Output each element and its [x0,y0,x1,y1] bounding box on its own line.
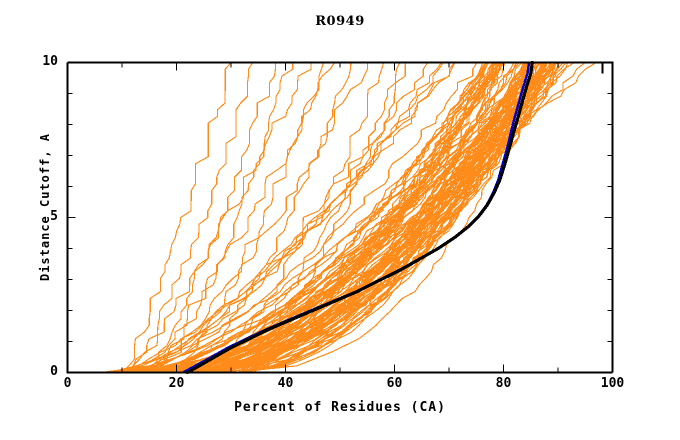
ensemble-curve [173,61,548,374]
chart-title: R0949 [315,14,365,29]
ensemble-curve [195,61,497,374]
ensemble-curve [132,61,254,374]
ensemble-curve [121,61,478,374]
ensemble-curve [233,61,541,374]
ensemble-curve [122,61,489,374]
x-tick-label-5: 100 [600,376,625,391]
ensemble-curve [186,61,385,374]
ensemble-curve [208,61,559,374]
ensemble-curve [198,61,555,374]
ensemble-curves [101,61,597,374]
ensemble-curve [123,61,498,374]
ensemble-curve [234,61,535,374]
ensemble-curve [234,61,558,374]
ensemble-curve [154,61,294,374]
series-black-best-model [185,60,534,375]
y-tick-label-1: 5 [50,208,58,224]
ensemble-curve [156,61,533,374]
ensemble-curve [208,61,406,374]
ensemble-curve [127,61,548,374]
axis-frame [66,61,614,374]
x-tick-label-1: 20 [168,376,185,391]
y-tick-label-2: 10 [42,53,58,69]
ensemble-curve [135,61,456,374]
x-tick-label-4: 80 [495,376,512,391]
x-tick-label-3: 60 [386,376,403,391]
x-axis-label: Percent of Residues (CA) [234,400,446,415]
ensemble-curve [142,61,442,374]
ensemble-curve [167,61,504,374]
ensemble-curve [252,61,586,374]
ensemble-curve [179,61,564,374]
ensemble-curve [115,61,429,374]
ensemble-curve [137,61,336,374]
x-tick-label-2: 40 [277,376,294,391]
ensemble-curve [211,61,547,374]
ensemble-curve [230,61,575,374]
ensemble-curve [118,61,455,374]
highlight-curves [181,60,534,375]
ensemble-curve [143,61,276,374]
y-tick-label-0: 0 [50,363,58,379]
ensemble-curve [121,61,232,374]
x-tick-label-0: 0 [63,376,72,391]
ensemble-curve [165,61,325,374]
ensemble-curve [167,61,565,374]
ensemble-curve [148,61,369,374]
ensemble-curve [109,61,537,374]
ensemble-curve [126,61,312,374]
ensemble-curve [197,61,401,374]
ensemble-curve [183,61,488,374]
ensemble-curve [101,61,490,374]
